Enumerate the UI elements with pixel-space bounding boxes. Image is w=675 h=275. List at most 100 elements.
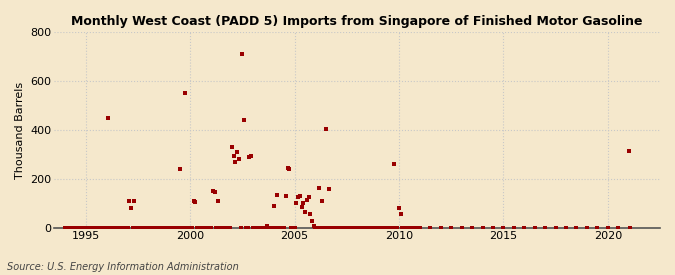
Point <box>508 226 519 230</box>
Point <box>225 226 236 230</box>
Point <box>115 226 126 230</box>
Point <box>95 226 105 230</box>
Point <box>75 226 86 230</box>
Point <box>129 199 140 203</box>
Point <box>327 226 338 230</box>
Point <box>180 91 190 95</box>
Point <box>284 167 295 171</box>
Point <box>383 226 394 230</box>
Point <box>354 226 364 230</box>
Point <box>390 226 401 230</box>
Point <box>592 226 603 230</box>
Point <box>136 226 147 230</box>
Point <box>352 226 362 230</box>
Point <box>369 226 380 230</box>
Point <box>244 155 254 159</box>
Point <box>376 226 387 230</box>
Point <box>165 226 176 230</box>
Point <box>359 226 370 230</box>
Point <box>360 226 371 230</box>
Point <box>282 166 293 170</box>
Point <box>80 226 91 230</box>
Point <box>223 226 234 230</box>
Point <box>364 226 375 230</box>
Point <box>183 226 194 230</box>
Point <box>240 226 251 230</box>
Point <box>296 205 307 209</box>
Point <box>487 226 498 230</box>
Point <box>265 226 275 230</box>
Point <box>131 226 142 230</box>
Point <box>89 226 100 230</box>
Point <box>113 226 124 230</box>
Point <box>602 226 613 230</box>
Point <box>550 226 561 230</box>
Point <box>268 204 279 208</box>
Point <box>221 226 232 230</box>
Point <box>340 226 350 230</box>
Point <box>286 226 296 230</box>
Point <box>308 223 319 228</box>
Point <box>207 189 218 193</box>
Point <box>289 226 300 230</box>
Point <box>219 226 230 230</box>
Point <box>371 226 382 230</box>
Point <box>157 226 168 230</box>
Y-axis label: Thousand Barrels: Thousand Barrels <box>15 81 25 178</box>
Point <box>331 226 342 230</box>
Point <box>66 226 77 230</box>
Point <box>141 226 152 230</box>
Point <box>312 226 323 230</box>
Point <box>251 226 262 230</box>
Point <box>188 199 199 203</box>
Point <box>232 150 242 154</box>
Point <box>186 226 197 230</box>
Point <box>582 226 593 230</box>
Point <box>270 226 281 230</box>
Point <box>227 145 238 149</box>
Point <box>355 226 366 230</box>
Point <box>293 195 304 200</box>
Point <box>124 199 135 203</box>
Point <box>216 226 227 230</box>
Point <box>388 162 399 166</box>
Point <box>209 190 220 195</box>
Point <box>367 226 378 230</box>
Point <box>120 226 131 230</box>
Point <box>171 226 182 230</box>
Point <box>336 226 347 230</box>
Point <box>87 226 98 230</box>
Point <box>110 226 121 230</box>
Point <box>402 226 413 230</box>
Point <box>143 226 154 230</box>
Point <box>211 226 221 230</box>
Point <box>155 226 166 230</box>
Title: Monthly West Coast (PADD 5) Imports from Singapore of Finished Motor Gasoline: Monthly West Coast (PADD 5) Imports from… <box>72 15 643 28</box>
Point <box>305 212 316 217</box>
Point <box>408 226 418 230</box>
Point <box>213 199 223 203</box>
Point <box>111 226 122 230</box>
Point <box>192 226 202 230</box>
Point <box>249 226 260 230</box>
Point <box>206 226 217 230</box>
Point <box>466 226 477 230</box>
Point <box>242 226 253 230</box>
Point <box>301 198 312 202</box>
Point <box>392 226 403 230</box>
Point <box>195 226 206 230</box>
Point <box>108 226 119 230</box>
Point <box>348 226 359 230</box>
Point <box>625 226 636 230</box>
Point <box>190 200 200 204</box>
Point <box>446 226 456 230</box>
Point <box>260 226 271 230</box>
Point <box>182 226 192 230</box>
Point <box>275 226 286 230</box>
Point <box>294 194 305 198</box>
Point <box>248 226 259 230</box>
Point <box>98 226 109 230</box>
Point <box>498 226 509 230</box>
Point <box>425 226 435 230</box>
Point <box>161 226 171 230</box>
